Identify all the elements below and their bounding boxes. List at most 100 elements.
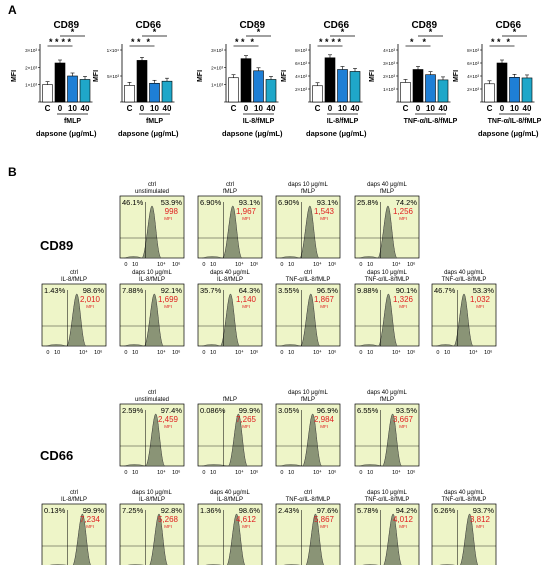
- left-gate-percent: 0.086%: [200, 406, 226, 415]
- chart-title: CD66: [495, 20, 521, 31]
- mfi-value: 3,812: [470, 515, 491, 524]
- histogram-shoulder: [201, 256, 223, 259]
- mfi-label: MFI: [476, 304, 484, 309]
- histogram-shoulder: [201, 464, 229, 467]
- sig-stars: * *: [331, 37, 341, 47]
- category-label: 10: [68, 104, 77, 113]
- y-tick-label: 2×10³: [467, 87, 479, 92]
- y-axis-label: MFI: [11, 70, 18, 82]
- mfi-label: MFI: [242, 216, 250, 221]
- panel-title-line1: daps 40 μg/mL: [367, 182, 407, 188]
- left-gate-percent: 6.90%: [200, 198, 222, 207]
- left-gate-percent: 1.43%: [44, 286, 66, 295]
- x-tick-label: 10: [288, 262, 294, 268]
- left-gate-percent: 46.7%: [434, 286, 456, 295]
- mfi-label: MFI: [320, 304, 328, 309]
- mfi-label: MFI: [164, 524, 172, 529]
- x-tick-label: 10: [444, 350, 450, 356]
- x-tick-label: 10⁴: [235, 349, 244, 356]
- panel-title-line2: fMLP: [223, 397, 237, 403]
- y-tick-label: 3×10³: [25, 48, 37, 53]
- histogram-shoulder: [358, 256, 378, 259]
- x-tick-label: 10⁴: [313, 349, 322, 356]
- histogram-shoulder: [279, 464, 303, 467]
- chart-title: CD89: [411, 20, 437, 31]
- y-tick-label: 3×10³: [383, 61, 395, 66]
- left-gate-percent: 35.7%: [200, 286, 222, 295]
- x-tick-label: 0: [124, 470, 127, 476]
- mfi-value: 1,543: [314, 207, 335, 216]
- mfi-value: 1,699: [158, 295, 179, 304]
- left-gate-percent: 5.78%: [357, 506, 379, 515]
- mfi-label: MFI: [164, 304, 172, 309]
- panel-title-line1: daps 10 μg/mL: [288, 182, 328, 188]
- mfi-value: 2,984: [314, 415, 335, 424]
- right-gate-percent: 74.2%: [396, 198, 418, 207]
- marker-label: CD89: [40, 238, 73, 253]
- mfi-value: 4,012: [393, 515, 414, 524]
- panel-title-line1: daps 40 μg/mL: [210, 490, 250, 496]
- panel-title-line1: daps 40 μg/mL: [444, 270, 484, 276]
- panel-title-line1: daps 10 μg/mL: [288, 390, 328, 396]
- category-label: 40: [439, 104, 448, 113]
- histogram-peak: [299, 205, 320, 259]
- x-tick-label: 10⁴: [313, 469, 322, 476]
- sig-stars: *: [250, 37, 254, 47]
- right-gate-percent: 99.9%: [239, 406, 261, 415]
- x-tick-label: 10: [132, 262, 138, 268]
- mfi-value: 4,612: [236, 515, 257, 524]
- left-gate-percent: 7.88%: [122, 286, 144, 295]
- x-tick-label: 0: [280, 470, 283, 476]
- category-label: 0: [244, 104, 249, 113]
- panel-title-line2: IL-8/fMLP: [217, 277, 243, 283]
- sig-stars: *: [410, 37, 414, 47]
- group-label: TNF-α/IL-8/fMLP: [488, 118, 542, 125]
- x-tick-label: 10: [210, 470, 216, 476]
- panel-title-line1: daps 40 μg/mL: [367, 390, 407, 396]
- x-tick-label: 0: [202, 470, 205, 476]
- panel-title-line1: ctrl: [70, 490, 78, 496]
- x-axis-label: dapsone (μg/mL): [306, 129, 367, 138]
- x-tick-label: 0: [359, 262, 362, 268]
- histogram-peak: [305, 513, 325, 565]
- mfi-value: 998: [165, 207, 179, 216]
- histogram-peak: [72, 513, 92, 565]
- sig-stars: *: [153, 27, 157, 37]
- category-label: C: [231, 104, 237, 113]
- x-tick-label: 10⁶: [407, 469, 415, 476]
- x-tick-label: 10⁴: [392, 349, 401, 356]
- right-gate-percent: 96.5%: [317, 286, 339, 295]
- group-label: fMLP: [146, 118, 163, 125]
- panel-title-line1: ctrl: [148, 390, 156, 396]
- y-tick-label: 8×10³: [295, 48, 307, 53]
- x-tick-label: 10⁴: [157, 469, 166, 476]
- x-axis-label: dapsone (μg/mL): [222, 129, 283, 138]
- x-tick-label: 0: [359, 350, 362, 356]
- category-label: 40: [81, 104, 90, 113]
- histogram-shoulder: [279, 344, 301, 347]
- x-tick-label: 10⁶: [328, 349, 336, 356]
- x-tick-label: 0: [359, 470, 362, 476]
- sig-stars: *: [257, 27, 261, 37]
- panel-title-line2: unstimulated: [135, 397, 169, 403]
- x-tick-label: 10⁶: [407, 349, 415, 356]
- x-tick-label: 10⁶: [250, 261, 258, 268]
- mfi-value: 5,867: [314, 515, 335, 524]
- histogram-peak: [145, 413, 165, 467]
- panel-title-line2: IL-8/fMLP: [61, 497, 87, 503]
- sig-stars: *: [71, 27, 75, 37]
- x-tick-label: 0: [280, 262, 283, 268]
- y-tick-label: 2×10³: [383, 74, 395, 79]
- panel-title-line1: daps 40 μg/mL: [444, 490, 484, 496]
- x-tick-label: 0: [46, 350, 49, 356]
- left-gate-percent: 6.26%: [434, 506, 456, 515]
- plot-area: [275, 503, 341, 565]
